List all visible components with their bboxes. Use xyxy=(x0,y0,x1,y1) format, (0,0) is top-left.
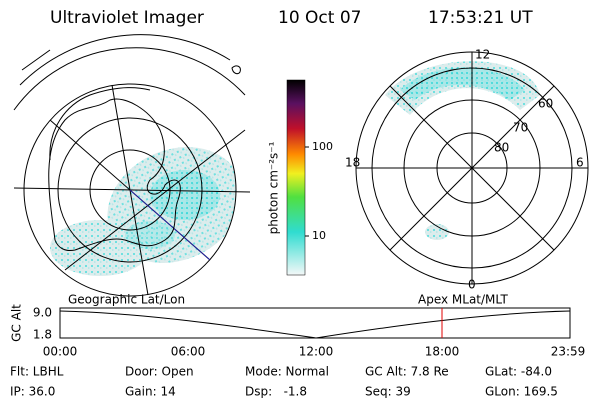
mlt-label: 6 xyxy=(576,156,584,170)
mlat-label: 60 xyxy=(538,97,553,111)
x-tick-label: 23:59 xyxy=(551,345,586,359)
magnetic-plot xyxy=(355,51,589,285)
y-tick-label: 1.8 xyxy=(33,328,52,342)
colorbar-tick-label: 10 xyxy=(312,229,326,242)
left-label: Geographic Lat/Lon xyxy=(68,293,185,307)
x-tick-label: 18:00 xyxy=(425,345,460,359)
timeline-box xyxy=(59,307,571,339)
x-tick-label: 12:00 xyxy=(299,345,334,359)
geographic-map xyxy=(13,34,251,297)
mlt-label: 18 xyxy=(345,156,360,170)
status-field: Gain: 14 xyxy=(125,385,176,399)
x-tick-label: 06:00 xyxy=(171,345,206,359)
status-field: Flt: LBHL xyxy=(10,365,64,379)
colorbar-label: photon cm⁻²s⁻¹ xyxy=(267,141,281,234)
time: 17:53:21 UT xyxy=(428,8,533,28)
mlt-label: 12 xyxy=(475,48,490,62)
mlt-label: 0 xyxy=(468,278,476,292)
mlat-label: 70 xyxy=(513,121,528,135)
y-axis-label: GC Alt xyxy=(10,304,24,342)
status-field: Dsp: -1.8 xyxy=(245,385,307,399)
colorbar-tick-label: 100 xyxy=(312,140,333,153)
status-field: GLon: 169.5 xyxy=(485,385,558,399)
title: Ultraviolet Imager xyxy=(50,8,204,28)
status-block: Flt: LBHL Door: Open Mode: Normal GC Alt: 7… xyxy=(10,365,558,399)
status-field: Seq: 39 xyxy=(365,385,411,399)
y-tick-label: 9.0 xyxy=(33,306,52,320)
status-field: Door: Open xyxy=(125,365,194,379)
mlat-label: 80 xyxy=(494,141,509,155)
status-field: Mode: Normal xyxy=(245,365,329,379)
right-label: Apex MLat/MLT xyxy=(418,293,508,307)
altitude-curve xyxy=(59,310,571,339)
x-tick-label: 00:00 xyxy=(43,345,78,359)
date: 10 Oct 07 xyxy=(278,8,361,28)
status-field: GC Alt: 7.8 Re xyxy=(365,365,449,379)
status-field: IP: 36.0 xyxy=(10,385,55,399)
status-field: GLat: -84.0 xyxy=(485,365,552,379)
colorbar xyxy=(286,79,306,276)
